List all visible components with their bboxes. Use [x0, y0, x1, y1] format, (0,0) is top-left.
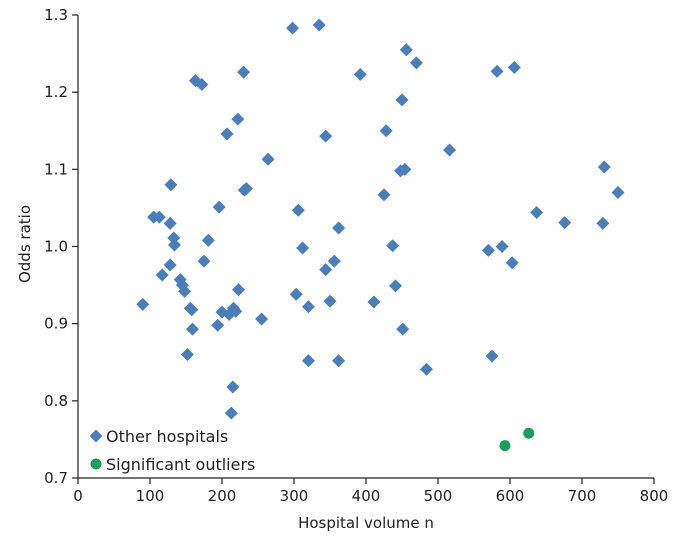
data-point-other-hospital [167, 238, 181, 252]
data-point-other-hospital [237, 65, 251, 79]
data-point-other-hospital [596, 216, 610, 230]
data-point-other-hospital [353, 67, 367, 81]
data-point-other-hospital [312, 18, 326, 32]
data-point-other-hospital [212, 200, 226, 214]
data-point-other-hospital [409, 56, 423, 70]
data-point-other-hospital [136, 297, 150, 311]
y-tick-label: 1.3 [44, 6, 68, 24]
x-tick-label: 200 [208, 487, 237, 505]
data-point-other-hospital [490, 64, 504, 78]
data-point-other-hospital [185, 322, 199, 336]
x-tick-label: 400 [352, 487, 381, 505]
data-point-other-hospital [220, 127, 234, 141]
data-point-other-hospital [495, 240, 509, 253]
data-point-other-hospital [332, 221, 346, 235]
data-point-other-hospital [301, 354, 315, 368]
data-point-other-hospital [481, 243, 495, 257]
data-point-other-hospital [367, 295, 381, 309]
data-point-other-hospital [164, 178, 178, 192]
data-point-other-hospital [180, 348, 194, 362]
x-tick-label: 300 [280, 487, 309, 505]
data-point-other-hospital [163, 216, 177, 230]
x-tick-label: 800 [640, 487, 669, 505]
x-tick-label: 700 [568, 487, 597, 505]
data-point-other-hospital [286, 21, 300, 35]
x-tick-label: 600 [496, 487, 525, 505]
data-point-significant-outlier [499, 440, 511, 452]
data-point-other-hospital [377, 188, 391, 202]
data-point-other-hospital [505, 256, 519, 270]
data-point-other-hospital [319, 129, 333, 143]
x-tick-label: 100 [136, 487, 165, 505]
data-point-other-hospital [255, 312, 269, 326]
data-point-other-hospital [239, 182, 253, 196]
legend-item-other-hospitals: Other hospitals [89, 427, 228, 446]
data-point-other-hospital [163, 258, 177, 272]
data-point-other-hospital [178, 284, 192, 298]
data-point-other-hospital [296, 241, 310, 255]
y-tick-label: 0.8 [44, 392, 68, 410]
data-point-other-hospital [558, 216, 572, 230]
data-point-other-hospital [301, 300, 315, 314]
y-tick-label: 1.2 [44, 83, 68, 101]
data-points [136, 18, 625, 452]
data-point-other-hospital [507, 60, 521, 74]
data-point-other-hospital [195, 77, 209, 91]
y-tick-label: 1.0 [44, 238, 68, 256]
data-point-other-hospital [419, 362, 433, 376]
data-point-other-hospital [226, 380, 240, 394]
legend: Other hospitals Significant outliers [89, 427, 255, 474]
data-point-other-hospital [443, 143, 457, 157]
data-point-other-hospital [332, 354, 346, 368]
data-point-other-hospital [231, 112, 245, 126]
x-tick-label: 500 [424, 487, 453, 505]
data-point-other-hospital [232, 283, 246, 297]
y-tick-label: 0.9 [44, 315, 68, 333]
data-point-other-hospital [399, 43, 413, 57]
legend-marker-diamond [89, 429, 103, 443]
data-point-other-hospital [323, 294, 337, 308]
legend-item-significant-outliers: Significant outliers [90, 455, 255, 474]
data-point-other-hospital [185, 303, 199, 317]
data-point-significant-outlier [523, 427, 535, 439]
legend-label-other-hospitals: Other hospitals [106, 427, 228, 446]
data-point-other-hospital [152, 210, 166, 224]
data-point-other-hospital [291, 203, 305, 217]
x-axis-label: Hospital volume n [298, 514, 434, 532]
data-point-other-hospital [395, 93, 409, 107]
data-point-other-hospital [396, 322, 410, 336]
data-point-other-hospital [197, 254, 211, 268]
data-point-other-hospital [155, 268, 169, 282]
x-tick-label: 0 [73, 487, 83, 505]
data-point-other-hospital [261, 152, 275, 166]
data-point-other-hospital [289, 287, 303, 301]
y-axis-label: Odds ratio [16, 205, 34, 283]
data-point-other-hospital [389, 279, 403, 293]
y-tick-label: 1.1 [44, 160, 68, 178]
data-point-other-hospital [327, 254, 341, 268]
x-axis: 0 100 200 300 400 500 600 700 800 [73, 477, 669, 505]
legend-marker-circle [90, 458, 102, 470]
data-point-other-hospital [386, 239, 400, 253]
data-point-other-hospital [398, 162, 412, 176]
data-point-other-hospital [597, 160, 611, 174]
data-point-other-hospital [611, 185, 625, 199]
data-point-other-hospital [229, 304, 243, 318]
data-point-other-hospital [485, 349, 499, 363]
data-point-other-hospital [319, 263, 333, 277]
y-axis: 0.7 0.8 0.9 1.0 1.1 1.2 1.3 [44, 6, 79, 487]
data-point-other-hospital [224, 406, 238, 420]
legend-label-significant-outliers: Significant outliers [106, 455, 255, 474]
data-point-other-hospital [379, 124, 393, 138]
data-point-other-hospital [211, 318, 225, 332]
y-tick-label: 0.7 [44, 469, 68, 487]
data-point-other-hospital [530, 206, 544, 220]
data-point-other-hospital [201, 233, 215, 247]
